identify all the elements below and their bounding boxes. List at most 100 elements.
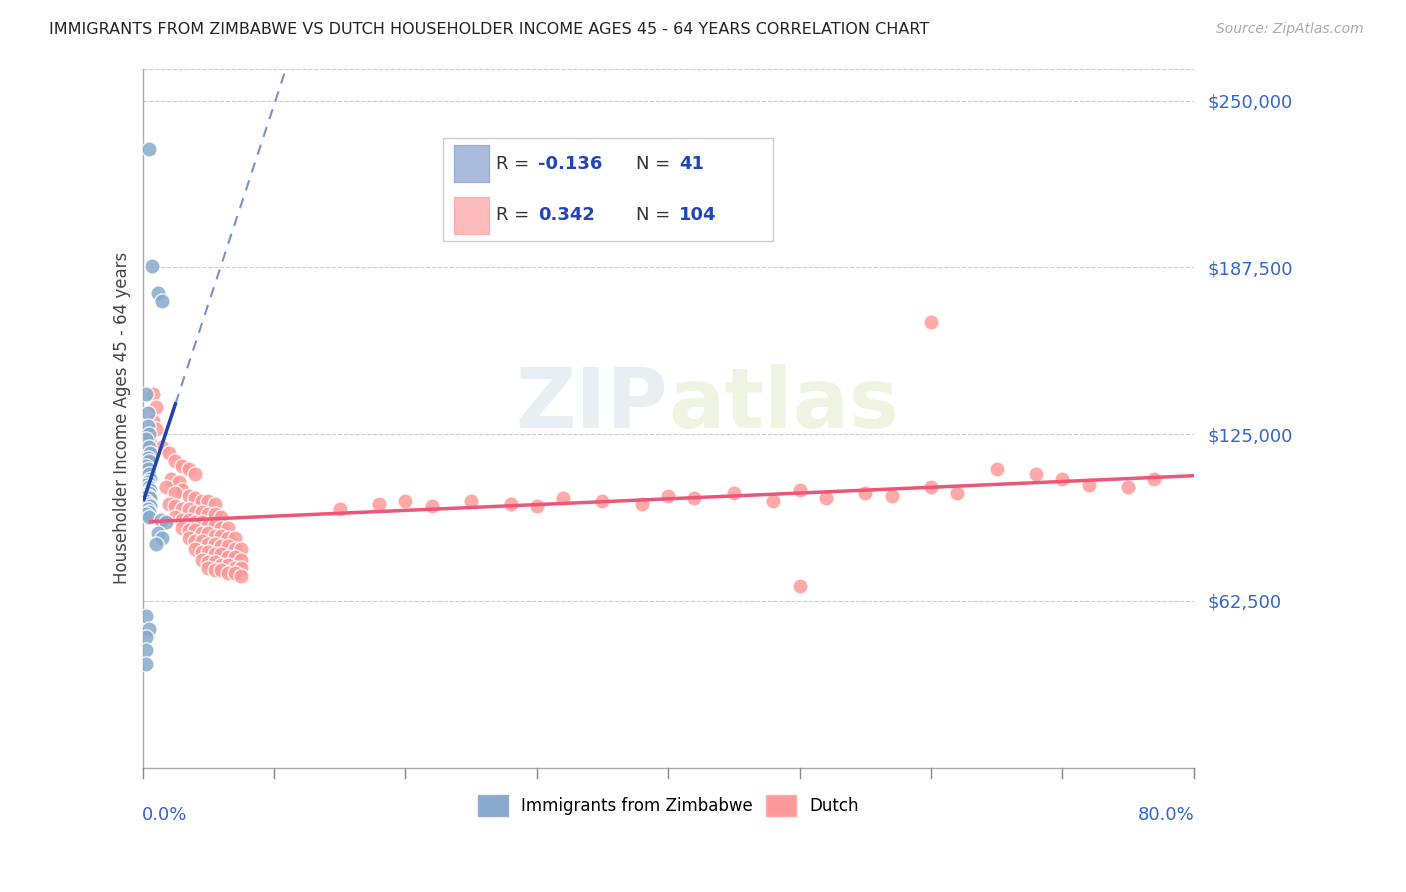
Point bbox=[136, 419, 159, 434]
Point bbox=[986, 462, 1008, 476]
Point bbox=[138, 427, 160, 442]
Point bbox=[224, 549, 246, 564]
Point bbox=[135, 433, 157, 447]
Point bbox=[139, 499, 162, 513]
Point bbox=[135, 507, 157, 521]
Legend: Immigrants from Zimbabwe, Dutch: Immigrants from Zimbabwe, Dutch bbox=[471, 789, 866, 822]
Point bbox=[165, 454, 187, 468]
Point bbox=[184, 491, 207, 505]
Point bbox=[155, 481, 177, 495]
Point bbox=[184, 467, 207, 482]
Point bbox=[204, 547, 226, 561]
Point bbox=[1025, 467, 1047, 482]
Point bbox=[229, 541, 252, 556]
Point bbox=[460, 493, 482, 508]
Point bbox=[229, 552, 252, 566]
Point bbox=[224, 566, 246, 580]
Point bbox=[170, 512, 193, 526]
Point bbox=[177, 501, 200, 516]
Point bbox=[135, 643, 157, 657]
Point bbox=[204, 555, 226, 569]
Point bbox=[592, 493, 614, 508]
Text: atlas: atlas bbox=[668, 364, 898, 444]
Point bbox=[204, 528, 226, 542]
Point bbox=[145, 401, 167, 415]
Point bbox=[1052, 473, 1074, 487]
Point bbox=[141, 259, 163, 273]
Point bbox=[165, 509, 187, 524]
Point bbox=[136, 451, 159, 466]
Text: R =: R = bbox=[496, 155, 536, 173]
Point bbox=[204, 536, 226, 550]
Point bbox=[165, 499, 187, 513]
Point bbox=[138, 622, 160, 636]
Point bbox=[135, 478, 157, 492]
Point bbox=[209, 558, 232, 572]
Point bbox=[920, 315, 942, 329]
Point bbox=[217, 531, 239, 545]
Point bbox=[155, 515, 177, 529]
Point bbox=[139, 435, 162, 450]
Point bbox=[138, 504, 160, 518]
Point bbox=[217, 520, 239, 534]
Point bbox=[136, 462, 159, 476]
Point bbox=[224, 560, 246, 574]
Point bbox=[209, 547, 232, 561]
Point bbox=[197, 560, 219, 574]
Text: R =: R = bbox=[496, 206, 536, 224]
Point bbox=[229, 568, 252, 582]
Point bbox=[138, 467, 160, 482]
Point bbox=[169, 475, 191, 490]
Point bbox=[150, 441, 173, 455]
Text: 0.0%: 0.0% bbox=[142, 806, 187, 824]
Point bbox=[1116, 481, 1139, 495]
Point bbox=[499, 496, 522, 510]
Point bbox=[177, 512, 200, 526]
Point bbox=[150, 293, 173, 308]
Point bbox=[184, 504, 207, 518]
Point bbox=[1077, 478, 1099, 492]
Point bbox=[177, 523, 200, 537]
Point bbox=[762, 493, 785, 508]
Point bbox=[177, 488, 200, 502]
Point bbox=[197, 517, 219, 532]
Point bbox=[209, 539, 232, 553]
Point bbox=[946, 486, 969, 500]
Point bbox=[170, 459, 193, 474]
Point bbox=[138, 441, 160, 455]
Point bbox=[1143, 473, 1166, 487]
Point bbox=[135, 608, 157, 623]
Point bbox=[170, 501, 193, 516]
Point bbox=[190, 533, 212, 548]
Point bbox=[631, 496, 654, 510]
Point bbox=[329, 501, 352, 516]
Point bbox=[170, 483, 193, 498]
Point bbox=[197, 536, 219, 550]
Point bbox=[139, 446, 162, 460]
Point bbox=[135, 387, 157, 401]
Point bbox=[136, 488, 159, 502]
Point bbox=[224, 541, 246, 556]
Point bbox=[683, 491, 706, 505]
Point bbox=[217, 539, 239, 553]
Text: 41: 41 bbox=[679, 155, 704, 173]
Text: 104: 104 bbox=[679, 206, 717, 224]
Point bbox=[204, 517, 226, 532]
Point bbox=[184, 541, 207, 556]
Point bbox=[190, 525, 212, 540]
Text: IMMIGRANTS FROM ZIMBABWE VS DUTCH HOUSEHOLDER INCOME AGES 45 - 64 YEARS CORRELAT: IMMIGRANTS FROM ZIMBABWE VS DUTCH HOUSEH… bbox=[49, 22, 929, 37]
Point bbox=[170, 520, 193, 534]
Point bbox=[190, 493, 212, 508]
Point bbox=[204, 496, 226, 510]
Point bbox=[190, 552, 212, 566]
Point bbox=[224, 531, 246, 545]
Point bbox=[190, 515, 212, 529]
Point bbox=[209, 509, 232, 524]
Point bbox=[551, 491, 574, 505]
Point bbox=[138, 496, 160, 510]
Point bbox=[145, 536, 167, 550]
Point bbox=[197, 555, 219, 569]
Point bbox=[184, 533, 207, 548]
Y-axis label: Householder Income Ages 45 - 64 years: Householder Income Ages 45 - 64 years bbox=[114, 252, 131, 584]
Text: 80.0%: 80.0% bbox=[1139, 806, 1195, 824]
